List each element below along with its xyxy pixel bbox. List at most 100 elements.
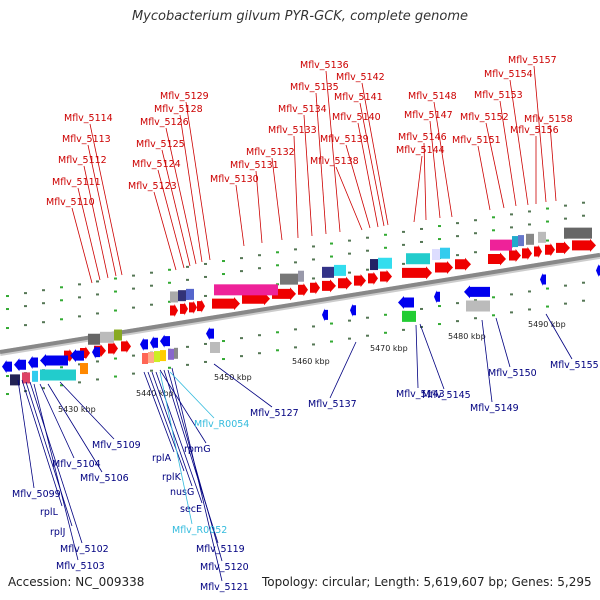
lower-gene-label: Mflv_5149 <box>470 403 519 414</box>
lower-feature-box <box>154 351 160 363</box>
upper-label-leader <box>89 123 123 276</box>
guide-dash <box>492 314 495 317</box>
guide-dash <box>366 268 369 271</box>
guide-dash <box>240 270 243 273</box>
upper-gene-arrow <box>402 266 432 280</box>
lower-label-leader <box>33 383 79 561</box>
lower-feature-box <box>210 341 220 353</box>
guide-dash <box>312 343 315 346</box>
lower-label-leader <box>25 381 73 527</box>
lower-gene-label: Mflv_5109 <box>92 440 141 451</box>
upper-label-leader <box>315 92 327 235</box>
upper-gene-label: Mflv_5126 <box>140 117 189 128</box>
guide-dash <box>546 287 549 290</box>
lower-label-leader <box>495 317 511 368</box>
upper-gene-arrow <box>488 252 506 266</box>
guide-dash <box>564 284 567 287</box>
lower-gene-label: Mflv_5102 <box>60 544 109 555</box>
guide-dash <box>42 289 45 292</box>
lower-feature-box <box>22 372 30 384</box>
lower-gene-arrow <box>14 358 26 372</box>
guide-dash <box>132 287 135 290</box>
guide-dash <box>6 393 9 396</box>
upper-label-leader <box>499 100 517 207</box>
upper-gene-label: Mflv_5144 <box>396 145 445 156</box>
guide-dash <box>492 296 495 299</box>
guide-dash <box>42 321 45 324</box>
lower-label-leader <box>39 383 75 459</box>
guide-dash <box>492 229 495 232</box>
upper-gene-arrow <box>522 246 532 260</box>
upper-gene-label: Mflv_5142 <box>336 72 385 83</box>
upper-gene-label: Mflv_5151 <box>452 135 501 146</box>
guide-dash <box>366 249 369 252</box>
upper-gene-arrow <box>455 257 471 271</box>
lower-label-leader <box>143 371 175 453</box>
guide-dash <box>348 337 351 340</box>
guide-dash <box>150 284 153 287</box>
upper-gene-arrow <box>189 300 197 314</box>
lower-gene-arrow <box>540 273 546 287</box>
upper-gene-label: Mflv_5157 <box>508 55 557 66</box>
guide-dash <box>564 204 567 207</box>
guide-dash <box>258 352 261 355</box>
lower-gene-label: rplL <box>40 507 59 518</box>
lower-gene-label: Mflv_5103 <box>56 561 105 572</box>
lower-feature-box <box>32 370 38 382</box>
guide-dash <box>168 300 171 303</box>
guide-dash <box>438 323 441 326</box>
guide-dash <box>132 372 135 375</box>
guide-dash <box>546 207 549 210</box>
guide-dash <box>474 317 477 320</box>
guide-dash <box>510 311 513 314</box>
lower-gene-arrow <box>434 290 440 304</box>
upper-feature-box <box>170 291 178 303</box>
lower-label-leader <box>213 363 273 408</box>
guide-dash <box>132 306 135 309</box>
upper-feature-box <box>370 259 378 271</box>
guide-dash <box>186 363 189 366</box>
upper-label-leader <box>87 144 117 277</box>
upper-gene-label: Mflv_5130 <box>210 174 259 185</box>
guide-dash <box>42 302 45 305</box>
guide-dash <box>420 227 423 230</box>
guide-dash <box>60 286 63 289</box>
guide-dash <box>276 331 279 334</box>
guide-dash <box>474 299 477 302</box>
lower-gene-label: Mflv_5099 <box>12 489 61 500</box>
upper-label-leader <box>335 166 363 231</box>
guide-dash <box>24 292 27 295</box>
upper-feature-box <box>322 266 334 278</box>
guide-dash <box>132 274 135 277</box>
lower-label-leader <box>21 379 63 507</box>
guide-dash <box>96 293 99 296</box>
upper-gene-label: Mflv_5146 <box>398 132 447 143</box>
guide-dash <box>528 308 531 311</box>
upper-label-leader <box>185 101 211 261</box>
guide-dash <box>384 246 387 249</box>
upper-gene-label: Mflv_5141 <box>334 92 383 103</box>
guide-dash <box>240 257 243 260</box>
upper-gene-arrow <box>556 241 570 255</box>
upper-label-leader <box>325 70 341 233</box>
lower-gene-arrow <box>322 308 328 322</box>
upper-gene-label: Mflv_5139 <box>320 134 369 145</box>
guide-dash <box>78 315 81 318</box>
lower-gene-arrow <box>92 345 100 359</box>
upper-feature-box <box>100 331 114 343</box>
lower-gene-arrow <box>350 303 356 317</box>
lower-label-leader <box>147 371 185 472</box>
guide-dash <box>438 225 441 228</box>
guide-dash <box>258 334 261 337</box>
lower-feature-box <box>80 363 88 375</box>
upper-gene-label: Mflv_5138 <box>310 156 359 167</box>
rna-gene-label: Mflv_R0052 <box>172 525 227 536</box>
upper-label-leader <box>153 191 177 271</box>
guide-dash <box>276 349 279 352</box>
guide-dash <box>366 236 369 239</box>
rna-label-leader <box>159 371 193 525</box>
upper-gene-label: Mflv_5131 <box>230 160 279 171</box>
upper-feature-box <box>298 270 304 282</box>
lower-label-leader <box>545 313 573 360</box>
